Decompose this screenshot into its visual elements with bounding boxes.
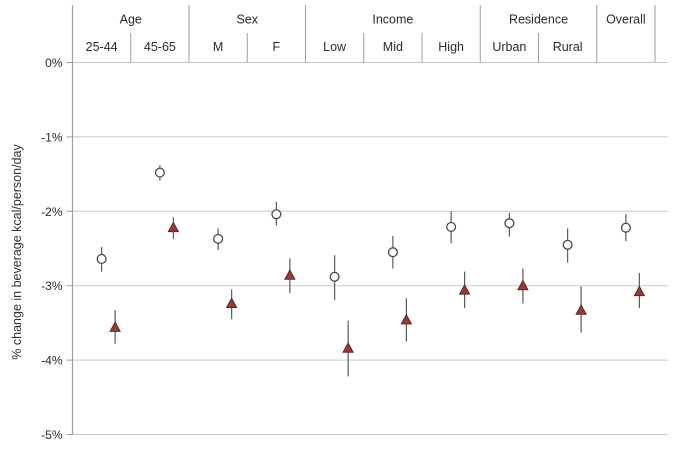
- y-axis-title: % change in beverage kcal/person/day: [10, 144, 24, 360]
- marker-triangle-mid: [400, 313, 413, 325]
- category-label-high: High: [438, 40, 464, 54]
- y-tick-label: -5%: [41, 428, 63, 442]
- category-label-m: M: [213, 40, 223, 54]
- marker-triangle-low: [342, 341, 354, 353]
- marker-circle-low: [329, 271, 340, 282]
- category-label-f: F: [273, 40, 281, 54]
- marker-circle-overall: [620, 222, 631, 233]
- group-label-overall: Overall: [606, 13, 646, 27]
- marker-triangle-25-44: [109, 321, 121, 332]
- category-label-mid: Mid: [383, 40, 403, 54]
- marker-circle-rural: [562, 239, 573, 250]
- category-label-low: Low: [323, 40, 347, 54]
- category-label-rural: Rural: [553, 40, 583, 54]
- category-label-25-44: 25-44: [86, 40, 118, 54]
- group-label-sex: Sex: [236, 13, 258, 27]
- y-tick-label: -3%: [41, 279, 63, 293]
- marker-triangle-f: [284, 269, 296, 280]
- marker-triangle-high: [458, 283, 471, 295]
- y-tick-label: -2%: [41, 205, 63, 219]
- group-label-income: Income: [372, 13, 413, 27]
- marker-triangle-m: [225, 297, 238, 309]
- group-label-age: Age: [120, 13, 142, 27]
- marker-triangle-urban: [517, 279, 529, 291]
- marker-circle-25-44: [96, 253, 107, 264]
- marker-circle-urban: [504, 218, 515, 229]
- marker-triangle-rural: [575, 304, 587, 315]
- marker-circle-m: [213, 233, 224, 244]
- y-tick-label: 0%: [45, 56, 63, 70]
- marker-circle-high: [446, 221, 457, 232]
- marker-triangle-45-65: [167, 221, 180, 233]
- group-label-residence: Residence: [509, 13, 568, 27]
- y-tick-label: -4%: [41, 354, 63, 368]
- category-label-45-65: 45-65: [144, 40, 176, 54]
- y-tick-label: -1%: [41, 130, 63, 144]
- category-label-urban: Urban: [492, 40, 526, 54]
- marker-triangle-overall: [633, 285, 646, 297]
- marker-circle-45-65: [154, 167, 165, 178]
- marker-circle-f: [271, 209, 282, 220]
- marker-circle-mid: [387, 247, 398, 258]
